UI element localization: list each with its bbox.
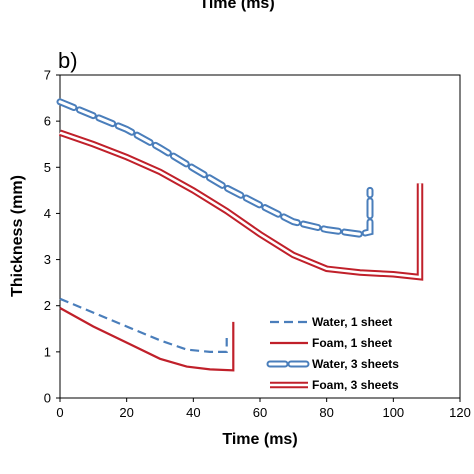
legend-label: Water, 1 sheet: [312, 315, 392, 329]
x-tick-label: 80: [319, 405, 333, 420]
series-foam-1-sheet: [59, 307, 235, 372]
legend-item: Foam, 1 sheet: [270, 336, 392, 350]
series-line-outer: [58, 129, 424, 281]
series-foam-3-sheets: [58, 129, 424, 281]
x-tick-label: 60: [253, 405, 267, 420]
x-axis-title: Time (ms): [222, 431, 297, 448]
series-line-inner: [58, 100, 372, 236]
legend-label: Foam, 3 sheets: [312, 378, 399, 392]
y-axis-title: Thickness (mm): [9, 175, 26, 297]
x-axis: 0 20 40 60 80 100 120: [56, 398, 471, 420]
y-tick-label: 7: [44, 68, 51, 83]
top-cropped-axis-title: Time (ms): [199, 0, 274, 12]
series-water-1-sheet: [59, 297, 228, 353]
y-tick-label: 6: [44, 114, 51, 129]
y-tick-label: 2: [44, 298, 51, 313]
legend-label: Foam, 1 sheet: [312, 336, 392, 350]
series-water-3-sheets: [56, 98, 374, 238]
series-layer: [56, 98, 424, 372]
legend-item: Water, 3 sheets: [266, 357, 399, 371]
series-line: [59, 307, 235, 372]
x-tick-label: 100: [382, 405, 404, 420]
y-tick-label: 5: [44, 160, 51, 175]
panel-label: b): [58, 48, 78, 73]
x-tick-label: 120: [449, 405, 471, 420]
legend-item: Water, 1 sheet: [270, 315, 392, 329]
y-tick-label: 4: [44, 206, 51, 221]
legend-item: Foam, 3 sheets: [270, 378, 399, 392]
series-line-inner: [59, 131, 422, 279]
x-tick-label: 40: [186, 405, 200, 420]
y-tick-label: 1: [44, 344, 51, 359]
y-tick-label: 0: [44, 391, 51, 406]
legend: Water, 1 sheet Foam, 1 sheet Water, 3 shee…: [266, 315, 399, 392]
y-axis: 0 1 2 3 4 5 6 7: [44, 68, 60, 406]
series-line: [59, 297, 228, 353]
x-tick-label: 0: [56, 405, 63, 420]
x-tick-label: 20: [119, 405, 133, 420]
y-tick-label: 3: [44, 252, 51, 267]
legend-label: Water, 3 sheets: [312, 357, 399, 371]
